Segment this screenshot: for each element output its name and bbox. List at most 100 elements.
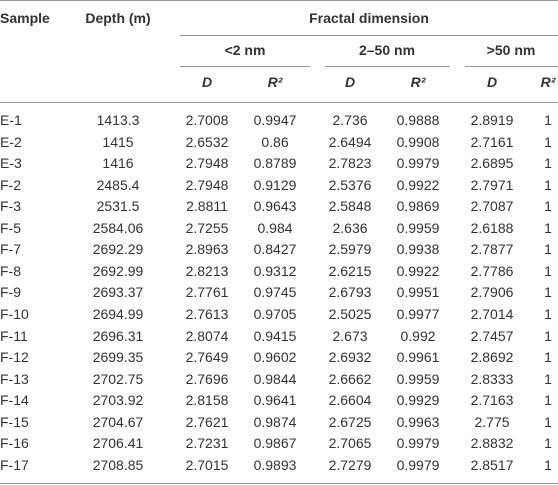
cell: 2.7065 xyxy=(328,435,372,452)
cell: 0.9867 xyxy=(253,435,297,452)
column-header: Depth (m) xyxy=(85,10,151,26)
row-label: F-2 xyxy=(0,176,21,193)
subgroup-header: 2–50 nm xyxy=(358,42,416,58)
cell: 2.7087 xyxy=(470,198,514,215)
cell: 2.8213 xyxy=(185,262,229,279)
cell: 2.7161 xyxy=(470,133,514,150)
cell: 0.9643 xyxy=(253,198,297,215)
cell: 0.9869 xyxy=(396,198,440,215)
rule xyxy=(0,0,558,1)
cell: 2.7948 xyxy=(185,155,229,172)
cell: 2696.31 xyxy=(92,327,144,344)
cell: 2706.41 xyxy=(92,435,144,452)
cell: 0.9959 xyxy=(396,219,440,236)
row-label: F-17 xyxy=(0,456,29,473)
cell: 2584.06 xyxy=(92,219,144,236)
cell: 1 xyxy=(544,413,552,430)
rule xyxy=(180,35,558,36)
subgroup-header: <2 nm xyxy=(224,42,266,58)
cell: 0.9959 xyxy=(396,370,440,387)
cell: 1 xyxy=(544,456,552,473)
row-label: E-3 xyxy=(0,155,22,172)
subcolumn-header: R² xyxy=(410,74,426,90)
cell: 1 xyxy=(544,370,552,387)
cell: 2.8963 xyxy=(185,241,229,258)
cell: 1 xyxy=(544,392,552,409)
cell: 2531.5 xyxy=(96,198,140,215)
rule xyxy=(0,483,558,484)
cell: 0.992 xyxy=(400,327,436,344)
cell: 0.8427 xyxy=(253,241,297,258)
cell: 1 xyxy=(544,327,552,344)
cell: 2485.4 xyxy=(96,176,140,193)
row-label: F-15 xyxy=(0,413,29,430)
cell: 0.9979 xyxy=(396,456,440,473)
cell: 1 xyxy=(544,112,552,128)
cell: 1 xyxy=(544,155,552,172)
cell: 1 xyxy=(544,284,552,301)
cell: 2.6725 xyxy=(328,413,372,430)
rule xyxy=(0,102,558,103)
cell: 0.8789 xyxy=(253,155,297,172)
cell: 0.9415 xyxy=(253,327,297,344)
cell: 2.736 xyxy=(332,112,368,128)
cell: 2.7761 xyxy=(185,284,229,301)
cell: 2.673 xyxy=(332,327,368,344)
cell: 2.5376 xyxy=(328,176,372,193)
cell: 2.8517 xyxy=(470,456,514,473)
subcolumn-header: R² xyxy=(267,74,283,90)
cell: 0.9979 xyxy=(396,155,440,172)
cell: 2.6532 xyxy=(185,133,229,150)
rule xyxy=(325,66,450,67)
cell: 2.7014 xyxy=(470,306,514,323)
cell: 0.9929 xyxy=(396,392,440,409)
cell: 0.9908 xyxy=(396,133,440,150)
cell: 2.7255 xyxy=(185,219,229,236)
cell: 1 xyxy=(544,176,552,193)
row-label: F-16 xyxy=(0,435,29,452)
cell: 0.9977 xyxy=(396,306,440,323)
cell: 0.9705 xyxy=(253,306,297,323)
cell: 2.636 xyxy=(332,219,368,236)
cell: 2694.99 xyxy=(92,306,144,323)
cell: 2.6215 xyxy=(328,262,372,279)
cell: 2.8811 xyxy=(186,198,228,215)
cell: 0.9874 xyxy=(253,413,297,430)
row-label: F-5 xyxy=(0,219,21,236)
cell: 2.5848 xyxy=(328,198,372,215)
subcolumn-header: D xyxy=(486,74,498,90)
cell: 1 xyxy=(544,241,552,258)
cell: 2692.99 xyxy=(92,262,144,279)
group-header: Fractal dimension xyxy=(309,10,429,26)
cell: 2.5979 xyxy=(328,241,372,258)
cell: 2.7613 xyxy=(185,306,229,323)
cell: 2.7971 xyxy=(470,176,514,193)
cell: 2.7906 xyxy=(470,284,514,301)
cell: 2.6662 xyxy=(328,370,372,387)
cell: 2.6188 xyxy=(470,219,514,236)
subcolumn-header: D xyxy=(201,74,213,90)
row-label: E-2 xyxy=(0,133,22,150)
cell: 1 xyxy=(544,198,552,215)
cell: 1 xyxy=(544,306,552,323)
cell: 0.9844 xyxy=(253,370,297,387)
cell: 0.9893 xyxy=(253,456,297,473)
cell: 2704.67 xyxy=(92,413,144,430)
cell: 0.984 xyxy=(257,219,293,236)
cell: 2.7231 xyxy=(185,435,229,452)
row-label: F-12 xyxy=(0,349,29,366)
rule xyxy=(180,66,310,67)
cell: 2708.85 xyxy=(92,456,144,473)
cell: 2.7279 xyxy=(328,456,372,473)
row-label: F-11 xyxy=(0,327,28,344)
cell: 2.6895 xyxy=(470,155,514,172)
cell: 2.8919 xyxy=(470,112,514,128)
row-label: F-7 xyxy=(0,241,21,258)
cell: 1415 xyxy=(102,133,134,150)
cell: 2.775 xyxy=(474,413,510,430)
cell: 0.9745 xyxy=(253,284,297,301)
cell: 0.9963 xyxy=(396,413,440,430)
cell: 2.6932 xyxy=(328,349,372,366)
cell: 2.8074 xyxy=(185,327,229,344)
